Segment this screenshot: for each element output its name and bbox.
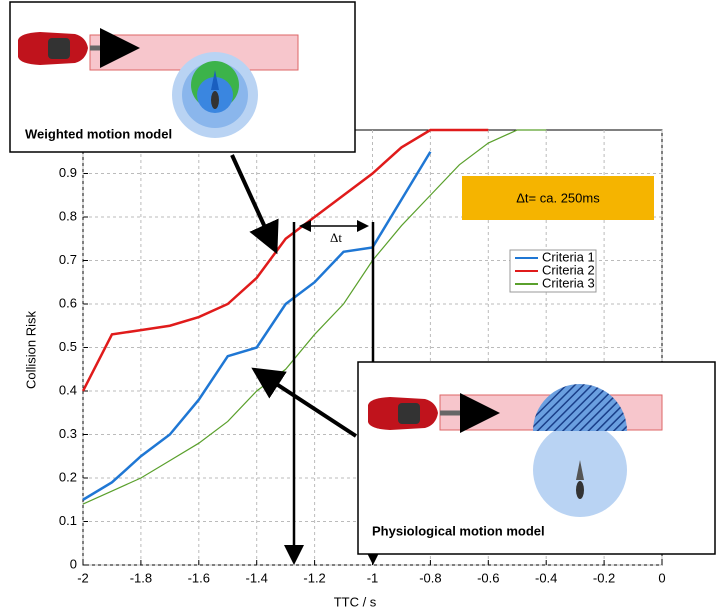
arrow bbox=[251, 367, 358, 438]
car-window bbox=[398, 403, 420, 424]
legend-label: Criteria 1 bbox=[542, 249, 595, 264]
pedestrian-arrow bbox=[576, 460, 584, 480]
x-tick-label: -0.4 bbox=[535, 570, 557, 585]
y-tick-label: 0.2 bbox=[59, 469, 77, 484]
x-tick-label: -0.2 bbox=[593, 570, 615, 585]
x-axis-label: TTC / s bbox=[334, 594, 377, 609]
series-line bbox=[81, 128, 489, 392]
hatched-area bbox=[533, 384, 627, 431]
car-window bbox=[48, 38, 70, 59]
series-line bbox=[82, 129, 547, 505]
y-tick-label: 0.8 bbox=[59, 208, 77, 223]
delta-bg bbox=[318, 229, 354, 249]
pedestrian bbox=[576, 481, 584, 499]
delta-label: Δt bbox=[330, 230, 342, 245]
x-tick-label: -1.2 bbox=[303, 570, 325, 585]
legend-label: Criteria 3 bbox=[542, 275, 595, 290]
x-tick-label: -0.6 bbox=[477, 570, 499, 585]
y-tick-label: 0.9 bbox=[59, 165, 77, 180]
box-label: Weighted motion model bbox=[25, 126, 172, 141]
pedestrian-arrow bbox=[211, 70, 219, 90]
x-tick-label: -2 bbox=[77, 570, 89, 585]
x-tick-label: -1.8 bbox=[130, 570, 152, 585]
x-tick-label: 0 bbox=[658, 570, 665, 585]
x-tick-label: -1.4 bbox=[245, 570, 267, 585]
delta-box bbox=[462, 176, 654, 220]
y-tick-label: 0.6 bbox=[59, 295, 77, 310]
y-tick-label: 0.7 bbox=[59, 252, 77, 267]
box-label: Physiological motion model bbox=[372, 523, 545, 538]
y-tick-label: 0.1 bbox=[59, 513, 77, 528]
weighted-model-box: Weighted motion model bbox=[9, 1, 356, 153]
y-tick-label: 0.5 bbox=[59, 339, 77, 354]
physiological-model-box: Physiological motion model bbox=[357, 361, 716, 555]
y-tick-label: 0 bbox=[70, 556, 77, 571]
legend-label: Criteria 2 bbox=[542, 262, 595, 277]
x-tick-label: -0.8 bbox=[419, 570, 441, 585]
y-tick-label: 0.4 bbox=[59, 382, 77, 397]
arrow bbox=[230, 154, 279, 255]
y-tick-label: 0.3 bbox=[59, 426, 77, 441]
y-axis-label: Collision Risk bbox=[23, 310, 38, 389]
pedestrian bbox=[211, 91, 219, 109]
x-tick-label: -1 bbox=[367, 570, 379, 585]
x-tick-label: -1.6 bbox=[188, 570, 210, 585]
delta-text: Δt= ca. 250ms bbox=[516, 190, 600, 205]
